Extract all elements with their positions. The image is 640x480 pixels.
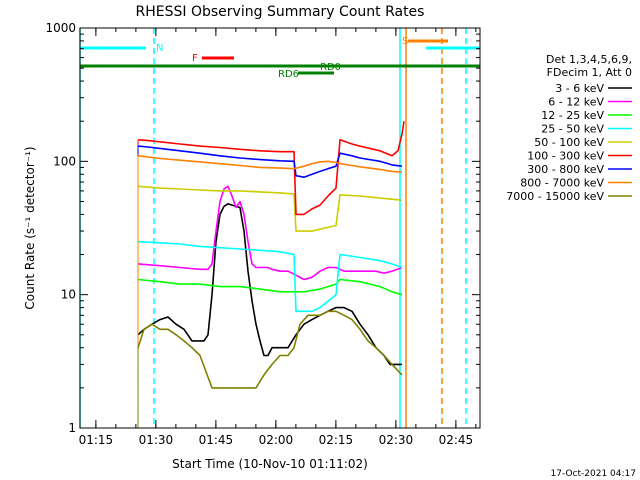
bar-label-rd0: RD0 [320, 62, 341, 73]
legend-label-5: 100 - 300 keV [527, 150, 604, 163]
plot-frame [79, 27, 481, 429]
legend-header-1: FDecim 1, Att 0 [547, 66, 632, 79]
bar-label-rd6: RD6 [278, 69, 299, 80]
x-axis-label: Start Time (10-Nov-10 01:11:02) [172, 457, 368, 471]
y-tick-label-0: 1 [68, 421, 76, 435]
series-line-0 [137, 203, 402, 366]
series-lines [137, 121, 405, 428]
x-tick-label-4: 02:15 [319, 433, 354, 447]
series-line-3 [137, 240, 403, 313]
legend: Det 1,3,4,5,6,9,FDecim 1, Att 0 3 - 6 keV… [506, 53, 632, 203]
legend-label-6: 300 - 800 keV [527, 163, 604, 176]
chart-title: RHESSI Observing Summary Count Rates [136, 4, 425, 20]
x-tick-label-5: 02:30 [379, 433, 414, 447]
y-tick-label-3: 1000 [45, 21, 76, 35]
legend-label-0: 3 - 6 keV [555, 82, 604, 95]
y-tick-label-2: 100 [53, 154, 76, 168]
series-group-8 [137, 310, 403, 428]
x-tick-label-6: 02:45 [439, 433, 474, 447]
legend-label-1: 6 - 12 keV [548, 96, 604, 109]
series-line-4 [137, 185, 403, 232]
axes: 1 10 100 1000 01:15 01:30 01:45 02:00 02:15 02:30… [45, 21, 481, 447]
bar-label-f: F [192, 53, 198, 64]
observing-bars: N F S RD0 RD6 [80, 36, 480, 80]
series-line-1 [137, 185, 403, 281]
legend-label-8: 7000 - 15000 keV [506, 190, 604, 203]
y-axis-label: Count Rate (s⁻¹ detector⁻¹) [23, 146, 37, 309]
y-tick-label-1: 10 [61, 288, 76, 302]
x-tick-label-0: 01:15 [79, 433, 114, 447]
legend-label-7: 800 - 7000 keV [520, 177, 604, 190]
series-line-2 [137, 278, 403, 296]
series-line-7 [137, 155, 403, 173]
x-tick-label-3: 02:00 [259, 433, 294, 447]
legend-label-4: 50 - 100 keV [534, 136, 604, 149]
series-line-5 [137, 121, 405, 216]
footer-timestamp: 17-Oct-2021 04:17 [551, 469, 636, 479]
bar-label-s: S [402, 36, 408, 47]
legend-label-3: 25 - 50 keV [541, 123, 604, 136]
bar-label-n: N [156, 43, 163, 54]
legend-label-2: 12 - 25 keV [541, 109, 604, 122]
x-tick-label-2: 01:45 [199, 433, 234, 447]
series-line-8 [137, 310, 403, 389]
series-line-6 [137, 145, 403, 178]
legend-header-0: Det 1,3,4,5,6,9, [546, 53, 632, 66]
x-tick-label-1: 01:30 [139, 433, 174, 447]
